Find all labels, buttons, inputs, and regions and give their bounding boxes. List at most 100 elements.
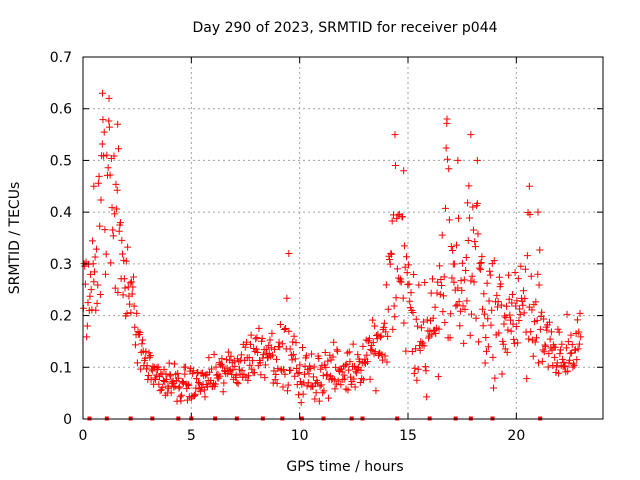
- data-point: [326, 351, 334, 359]
- data-point: [205, 354, 213, 362]
- data-point: [495, 329, 503, 337]
- data-point: [534, 270, 542, 278]
- data-point: [484, 315, 492, 323]
- data-point: [525, 182, 533, 190]
- data-point: [114, 120, 122, 128]
- data-point: [274, 365, 282, 373]
- data-point: [191, 390, 199, 398]
- data-point: [189, 367, 197, 375]
- data-point: [486, 267, 494, 275]
- data-point: [431, 303, 439, 311]
- data-point: [514, 339, 522, 347]
- data-point: [256, 359, 264, 367]
- data-point: [480, 290, 488, 298]
- data-point: [473, 156, 481, 164]
- data-point: [449, 247, 457, 255]
- data-point: [469, 226, 477, 234]
- data-point: [369, 316, 377, 324]
- data-point: [219, 388, 227, 396]
- data-point: [317, 365, 325, 373]
- data-point: [380, 319, 388, 327]
- y-tick-label: 0.5: [50, 153, 72, 169]
- data-point: [253, 334, 261, 342]
- data-point: [163, 375, 171, 383]
- data-point: [538, 308, 546, 316]
- data-point: [96, 290, 104, 298]
- data-point: [469, 203, 477, 211]
- data-point: [409, 308, 417, 316]
- data-point: [426, 327, 434, 335]
- data-point: [331, 385, 339, 393]
- data-point: [176, 393, 184, 401]
- data-point: [227, 352, 235, 360]
- data-point: [487, 321, 495, 329]
- data-point: [560, 362, 568, 370]
- data-point: [306, 364, 314, 372]
- data-point: [569, 363, 577, 371]
- data-point: [404, 281, 412, 289]
- data-point: [450, 278, 458, 286]
- data-point: [508, 291, 516, 299]
- data-point: [447, 242, 455, 250]
- data-point: [484, 343, 492, 351]
- data-point: [116, 219, 124, 227]
- data-point: [90, 182, 98, 190]
- data-point: [467, 131, 475, 139]
- x-tick-label: 10: [291, 428, 309, 444]
- data-point: [170, 383, 178, 391]
- data-point: [558, 340, 566, 348]
- data-point: [506, 316, 514, 324]
- data-point: [122, 257, 130, 265]
- data-point: [382, 328, 390, 336]
- data-point: [97, 196, 105, 204]
- data-point: [576, 309, 584, 317]
- data-point: [384, 332, 392, 340]
- data-point: [324, 394, 332, 402]
- data-point: [174, 374, 182, 382]
- data-point: [390, 302, 398, 310]
- data-point: [568, 341, 576, 349]
- data-point: [238, 367, 246, 375]
- data-point: [233, 378, 241, 386]
- data-point: [454, 284, 462, 292]
- data-point: [376, 333, 384, 341]
- data-point: [263, 345, 271, 353]
- data-point: [167, 372, 175, 380]
- data-point: [247, 331, 255, 339]
- data-point: [228, 370, 236, 378]
- data-point: [229, 366, 237, 374]
- data-point: [457, 277, 465, 285]
- x-tick-label: 0: [79, 428, 88, 444]
- data-point: [349, 340, 357, 348]
- data-point: [323, 370, 331, 378]
- data-point: [477, 265, 485, 273]
- data-point: [255, 324, 263, 332]
- data-point: [529, 352, 537, 360]
- data-point: [561, 363, 569, 371]
- data-point: [532, 334, 540, 342]
- data-point: [577, 333, 585, 341]
- data-point: [436, 290, 444, 298]
- data-point: [126, 300, 134, 308]
- data-point: [137, 365, 145, 373]
- data-point: [433, 289, 441, 297]
- data-point: [131, 341, 139, 349]
- data-point: [270, 367, 278, 375]
- data-point: [445, 165, 453, 173]
- data-point: [343, 349, 351, 357]
- data-point: [352, 369, 360, 377]
- data-point: [152, 375, 160, 383]
- data-point: [218, 355, 226, 363]
- data-point: [381, 352, 389, 360]
- data-point: [334, 347, 342, 355]
- data-point: [151, 374, 159, 382]
- data-point: [400, 167, 408, 175]
- data-point: [479, 322, 487, 330]
- data-point: [560, 358, 568, 366]
- data-point: [308, 350, 316, 358]
- data-point: [458, 286, 466, 294]
- data-point: [91, 253, 99, 261]
- data-point: [114, 288, 122, 296]
- data-point: [244, 376, 252, 384]
- data-point: [526, 210, 534, 218]
